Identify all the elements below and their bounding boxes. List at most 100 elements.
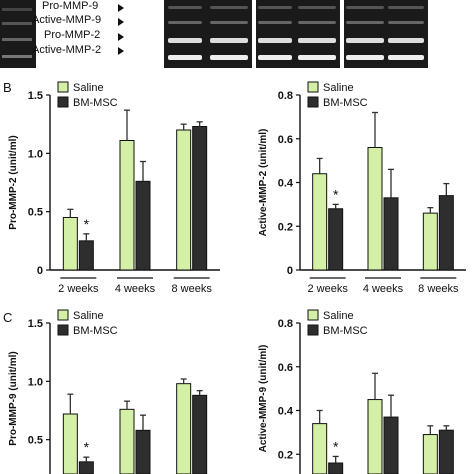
legend-swatch — [57, 81, 69, 93]
gel-band — [298, 38, 336, 43]
bar-bm-msc — [192, 126, 208, 271]
gel-band — [168, 21, 202, 24]
y-axis-label: Active-MMP-2 (unit/ml) — [258, 129, 269, 237]
bar-bm-msc — [383, 416, 399, 474]
legend-label: BM-MSC — [73, 325, 118, 337]
gel-band — [210, 21, 248, 24]
bar-saline — [422, 434, 438, 474]
bar-bm-msc — [328, 462, 344, 474]
gel-band — [346, 6, 384, 9]
gel-band — [346, 55, 384, 60]
y-tick-label: 0.4 — [278, 178, 294, 190]
arrow-icon — [118, 4, 124, 12]
y-axis-label: Pro-MMP-2 (unit/ml) — [8, 135, 19, 229]
gel-label-active-mmp2: Active-MMP-2 — [32, 44, 102, 56]
legend-swatch — [57, 96, 69, 108]
bar-bm-msc — [78, 240, 94, 271]
bar-bm-msc — [328, 208, 344, 271]
bar-bm-msc — [438, 429, 454, 474]
gel-band — [210, 55, 248, 60]
bar-bm-msc — [438, 195, 454, 271]
gel-band — [346, 38, 384, 43]
y-tick-label: 0.6 — [278, 134, 293, 146]
legend-swatch — [307, 309, 319, 321]
panel-letter-c: C — [3, 310, 13, 325]
gel-band — [258, 55, 292, 60]
legend-swatch — [307, 324, 319, 336]
legend-label: BM-MSC — [323, 97, 368, 109]
gel-band — [298, 21, 336, 24]
legend-label: Saline — [73, 310, 104, 322]
significance-asterisk: * — [333, 438, 339, 454]
gel-band — [258, 21, 292, 24]
gel-band — [346, 21, 384, 24]
bar-bm-msc — [383, 197, 399, 271]
chart-active-mmp9: 0.2 0.4 0.6 0.8 Active-MMP-9 (unit/ml) * Salin… — [258, 309, 454, 474]
legend-swatch — [307, 81, 319, 93]
arrow-icon — [118, 18, 124, 26]
bar-saline — [367, 399, 383, 474]
gel-band — [2, 22, 32, 25]
gel-band — [388, 21, 424, 24]
y-tick-label: 0 — [287, 265, 293, 277]
gel-band — [298, 6, 336, 9]
gel-lanes — [0, 0, 428, 68]
gel-label-pro-mmp2: Pro-MMP-2 — [44, 29, 101, 41]
bar-bm-msc — [78, 461, 94, 474]
significance-asterisk: * — [333, 186, 339, 202]
y-tick-label: 0.8 — [278, 318, 293, 330]
gel-label-arrows — [118, 4, 124, 55]
gel-band — [388, 6, 424, 9]
legend-label: Saline — [73, 82, 104, 94]
gel-band — [168, 55, 202, 60]
bar-saline — [62, 217, 78, 271]
x-tick-label: 2 weeks — [58, 283, 99, 295]
x-tick-label: 8 weeks — [171, 283, 212, 295]
y-tick-label: 0.8 — [278, 90, 293, 102]
y-axis-label: Pro-MMP-9 (unit/ml) — [8, 351, 19, 445]
bar-bm-msc — [192, 394, 208, 474]
gel-band — [388, 38, 424, 43]
bar-saline — [312, 423, 328, 474]
gel-band — [258, 6, 292, 9]
chart-pro-mmp2: 0 0.5 1.0 1.5 Pro-MMP-2 (unit/ml) 2 weeks 4 we… — [8, 81, 220, 295]
x-tick-label: 8 weeks — [418, 283, 459, 295]
y-tick-label: 0 — [37, 265, 43, 277]
arrow-icon — [118, 47, 124, 55]
gel-band — [168, 38, 202, 43]
bar-saline — [312, 173, 328, 271]
legend-label: Saline — [323, 82, 354, 94]
gel-band — [258, 38, 292, 43]
y-tick-label: 0.4 — [278, 406, 294, 418]
arrow-icon — [118, 33, 124, 41]
gel-band — [298, 55, 336, 60]
legend-swatch — [307, 96, 319, 108]
panel-letter-b: B — [3, 80, 12, 95]
bar-saline — [176, 129, 192, 271]
legend-label: BM-MSC — [73, 97, 118, 109]
legend-label: BM-MSC — [323, 325, 368, 337]
bar-saline — [119, 140, 135, 271]
y-tick-label: 1.0 — [28, 376, 43, 388]
y-axis-label: Active-MMP-9 (unit/ml) — [258, 345, 269, 453]
legend-swatch — [57, 324, 69, 336]
x-tick-label: 4 weeks — [115, 283, 156, 295]
bar-saline — [367, 147, 383, 271]
gel-band — [168, 6, 202, 9]
significance-asterisk: * — [84, 439, 90, 455]
gel-band — [2, 55, 32, 58]
gel-band — [210, 38, 248, 43]
gel-image — [0, 0, 474, 80]
gel-label-active-mmp9: Active-MMP-9 — [32, 14, 102, 26]
bar-bm-msc — [135, 180, 151, 271]
bar-saline — [62, 413, 78, 474]
y-tick-label: 0.5 — [28, 207, 43, 219]
y-tick-label: 0.6 — [278, 362, 293, 374]
gel-band — [2, 8, 32, 11]
y-tick-label: 0.2 — [278, 449, 293, 461]
bar-saline — [422, 212, 438, 271]
gel-band — [388, 55, 424, 60]
y-tick-label: 0.5 — [28, 435, 43, 447]
